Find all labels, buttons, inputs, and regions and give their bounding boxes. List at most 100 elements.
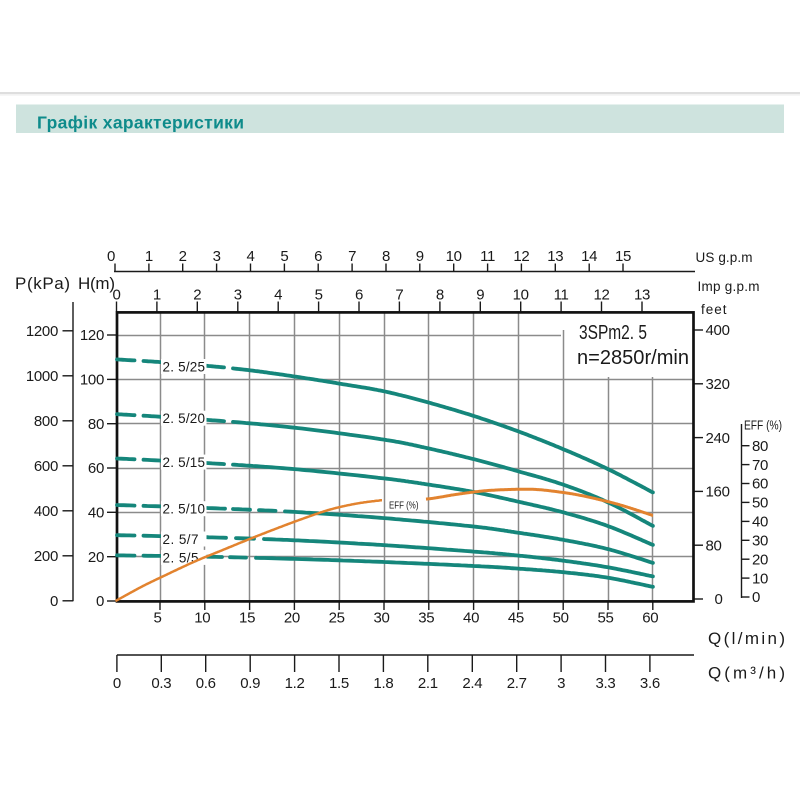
svg-text:2. 5/20: 2. 5/20 <box>163 411 206 426</box>
svg-text:60: 60 <box>642 610 658 627</box>
svg-text:1.5: 1.5 <box>329 675 349 692</box>
svg-text:2: 2 <box>179 248 187 265</box>
svg-text:80: 80 <box>752 438 768 455</box>
svg-text:8: 8 <box>436 287 444 304</box>
svg-text:US g.p.m: US g.p.m <box>696 250 753 265</box>
svg-text:50: 50 <box>553 610 569 627</box>
svg-text:60: 60 <box>752 476 768 493</box>
svg-text:n=2850r/min: n=2850r/min <box>577 347 689 369</box>
svg-text:0: 0 <box>107 248 115 265</box>
svg-text:4: 4 <box>246 248 254 265</box>
svg-text:3.6: 3.6 <box>640 675 660 692</box>
svg-text:0.6: 0.6 <box>196 675 216 692</box>
svg-text:10: 10 <box>752 570 768 587</box>
svg-text:1000: 1000 <box>26 368 58 385</box>
svg-text:400: 400 <box>706 322 730 339</box>
svg-text:6: 6 <box>355 287 363 304</box>
svg-text:1: 1 <box>145 248 153 265</box>
svg-text:13: 13 <box>634 287 650 304</box>
svg-text:0: 0 <box>715 591 723 608</box>
svg-text:400: 400 <box>34 503 58 520</box>
svg-text:6: 6 <box>314 248 322 265</box>
svg-text:8: 8 <box>382 248 390 265</box>
svg-text:100: 100 <box>80 372 104 389</box>
svg-text:11: 11 <box>554 287 569 304</box>
svg-text:55: 55 <box>597 610 613 627</box>
svg-text:0.3: 0.3 <box>151 675 171 692</box>
svg-text:0: 0 <box>112 287 120 304</box>
svg-text:45: 45 <box>508 610 524 627</box>
svg-text:P(kPa): P(kPa) <box>15 274 70 293</box>
svg-text:35: 35 <box>418 610 434 627</box>
svg-text:1200: 1200 <box>26 323 58 340</box>
svg-text:5: 5 <box>153 610 161 627</box>
svg-text:2. 5/15: 2. 5/15 <box>163 455 206 470</box>
svg-text:10: 10 <box>194 610 210 627</box>
svg-text:3.3: 3.3 <box>596 675 616 692</box>
svg-text:2: 2 <box>193 287 201 304</box>
svg-text:3SPm2. 5: 3SPm2. 5 <box>579 322 647 344</box>
svg-text:2. 5/10: 2. 5/10 <box>163 502 206 517</box>
svg-text:40: 40 <box>463 610 479 627</box>
svg-text:9: 9 <box>416 248 424 265</box>
svg-text:800: 800 <box>34 413 58 430</box>
svg-text:5: 5 <box>315 287 323 304</box>
svg-text:120: 120 <box>80 327 104 344</box>
svg-text:80: 80 <box>88 416 104 433</box>
svg-text:12: 12 <box>593 287 609 304</box>
svg-text:10: 10 <box>446 248 462 265</box>
svg-text:160: 160 <box>706 484 730 501</box>
svg-text:320: 320 <box>706 376 730 393</box>
svg-text:Q(l/min): Q(l/min) <box>708 629 785 648</box>
svg-text:80: 80 <box>706 537 722 554</box>
svg-text:11: 11 <box>480 248 495 265</box>
svg-text:Q(m³/h): Q(m³/h) <box>708 664 785 683</box>
svg-text:7: 7 <box>395 287 403 304</box>
svg-text:40: 40 <box>88 505 104 522</box>
svg-text:70: 70 <box>752 457 768 474</box>
svg-text:40: 40 <box>752 514 768 531</box>
svg-text:1.2: 1.2 <box>285 675 305 692</box>
svg-text:14: 14 <box>581 248 597 265</box>
svg-text:0: 0 <box>96 593 104 610</box>
svg-text:2. 5/5: 2. 5/5 <box>163 550 199 565</box>
svg-text:H(m): H(m) <box>78 274 115 293</box>
svg-text:3: 3 <box>234 287 242 304</box>
svg-text:12: 12 <box>513 248 529 265</box>
svg-text:0: 0 <box>752 589 760 606</box>
svg-text:9: 9 <box>476 287 484 304</box>
svg-text:2.7: 2.7 <box>507 675 527 692</box>
svg-text:EFF (%): EFF (%) <box>389 501 419 512</box>
svg-text:0: 0 <box>50 593 58 610</box>
svg-text:600: 600 <box>34 458 58 475</box>
svg-text:Imp g.p.m: Imp g.p.m <box>698 279 760 294</box>
svg-text:7: 7 <box>348 248 356 265</box>
svg-text:2. 5/7: 2. 5/7 <box>163 532 199 547</box>
svg-text:3: 3 <box>557 675 565 692</box>
svg-text:2. 5/25: 2. 5/25 <box>163 359 206 374</box>
svg-text:25: 25 <box>329 610 345 627</box>
svg-text:feet: feet <box>701 302 727 317</box>
svg-text:240: 240 <box>706 430 730 447</box>
svg-text:10: 10 <box>513 287 529 304</box>
svg-text:1: 1 <box>153 287 161 304</box>
svg-text:0: 0 <box>113 675 121 692</box>
svg-text:30: 30 <box>373 610 389 627</box>
svg-text:20: 20 <box>88 549 104 566</box>
svg-text:200: 200 <box>34 548 58 565</box>
svg-text:Графік характеристики: Графік характеристики <box>37 113 244 133</box>
svg-text:1.8: 1.8 <box>373 675 393 692</box>
svg-text:2.4: 2.4 <box>462 675 482 692</box>
svg-text:20: 20 <box>284 610 300 627</box>
svg-text:5: 5 <box>280 248 288 265</box>
svg-text:0.9: 0.9 <box>240 675 260 692</box>
svg-text:13: 13 <box>547 248 563 265</box>
svg-text:3: 3 <box>213 248 221 265</box>
svg-text:30: 30 <box>752 533 768 550</box>
svg-text:15: 15 <box>239 610 255 627</box>
svg-text:50: 50 <box>752 495 768 512</box>
svg-text:2.1: 2.1 <box>418 675 438 692</box>
svg-text:60: 60 <box>88 460 104 477</box>
svg-text:4: 4 <box>274 287 282 304</box>
svg-text:EFF (%): EFF (%) <box>744 419 782 433</box>
